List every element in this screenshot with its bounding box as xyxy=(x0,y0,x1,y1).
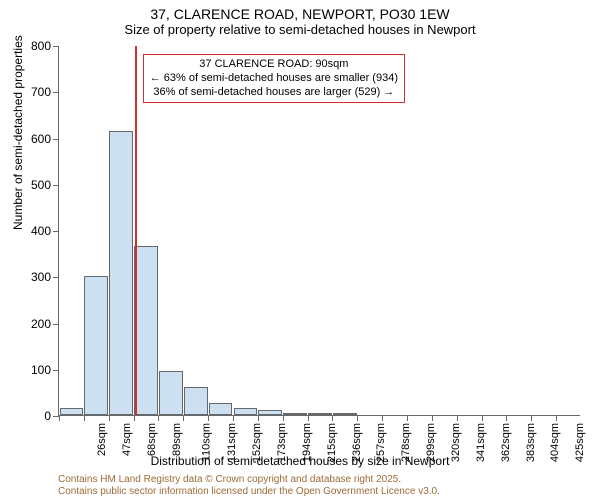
x-tick xyxy=(457,415,458,421)
x-tick xyxy=(208,415,209,421)
x-tick xyxy=(531,415,532,421)
x-tick xyxy=(407,415,408,421)
annotation-line: ← 63% of semi-detached houses are smalle… xyxy=(150,72,398,86)
bar xyxy=(134,246,158,415)
x-tick xyxy=(158,415,159,421)
plot-inner: 010020030040050060070080026sqm47sqm68sqm… xyxy=(58,46,580,416)
y-tick xyxy=(53,139,59,140)
y-tick xyxy=(53,231,59,232)
bar xyxy=(109,131,133,415)
x-tick xyxy=(556,415,557,421)
chart-subtitle: Size of property relative to semi-detach… xyxy=(0,22,600,41)
x-tick xyxy=(233,415,234,421)
property-marker-line xyxy=(135,46,137,415)
bar xyxy=(209,403,233,415)
y-tick-label: 400 xyxy=(31,224,51,238)
bar xyxy=(234,408,258,415)
y-tick-label: 100 xyxy=(31,363,51,377)
annotation-line: 36% of semi-detached houses are larger (… xyxy=(150,86,398,100)
x-tick xyxy=(357,415,358,421)
chart-title: 37, CLARENCE ROAD, NEWPORT, PO30 1EW xyxy=(0,0,600,22)
annotation-line: 37 CLARENCE ROAD: 90sqm xyxy=(150,58,398,72)
bar xyxy=(283,413,307,415)
x-tick xyxy=(382,415,383,421)
y-tick xyxy=(53,46,59,47)
chart-container: 37, CLARENCE ROAD, NEWPORT, PO30 1EW Siz… xyxy=(0,0,600,500)
y-tick-label: 500 xyxy=(31,178,51,192)
y-axis-title: Number of semi-detached properties xyxy=(11,35,25,230)
y-tick-label: 800 xyxy=(31,39,51,53)
bar xyxy=(159,371,183,415)
bar xyxy=(84,276,108,415)
annotation-box: 37 CLARENCE ROAD: 90sqm← 63% of semi-det… xyxy=(143,54,405,103)
y-tick-label: 300 xyxy=(31,270,51,284)
x-tick xyxy=(308,415,309,421)
footer-line-2: Contains public sector information licen… xyxy=(58,486,440,498)
y-tick xyxy=(53,370,59,371)
x-tick xyxy=(432,415,433,421)
x-tick-label: 47sqm xyxy=(121,423,133,456)
x-tick xyxy=(59,415,60,421)
x-tick xyxy=(84,415,85,421)
x-tick xyxy=(283,415,284,421)
x-tick xyxy=(183,415,184,421)
bar xyxy=(333,413,357,415)
bar xyxy=(184,387,208,415)
x-tick xyxy=(332,415,333,421)
chart-footer: Contains HM Land Registry data © Crown c… xyxy=(58,474,440,498)
y-tick xyxy=(53,185,59,186)
x-tick-label: 89sqm xyxy=(171,423,183,456)
y-tick xyxy=(53,324,59,325)
x-tick xyxy=(109,415,110,421)
y-tick-label: 700 xyxy=(31,85,51,99)
x-tick xyxy=(506,415,507,421)
bar xyxy=(60,408,84,415)
plot-area: 010020030040050060070080026sqm47sqm68sqm… xyxy=(58,46,580,416)
x-tick xyxy=(258,415,259,421)
bar xyxy=(258,410,282,415)
y-tick xyxy=(53,277,59,278)
x-axis-title: Distribution of semi-detached houses by … xyxy=(0,454,600,468)
x-tick-label: 68sqm xyxy=(146,423,158,456)
y-tick-label: 600 xyxy=(31,132,51,146)
bar xyxy=(308,413,332,415)
x-tick-label: 26sqm xyxy=(96,423,108,456)
y-tick xyxy=(53,92,59,93)
y-tick-label: 0 xyxy=(44,409,51,423)
x-tick xyxy=(482,415,483,421)
footer-line-1: Contains HM Land Registry data © Crown c… xyxy=(58,474,440,486)
y-tick-label: 200 xyxy=(31,317,51,331)
x-tick xyxy=(134,415,135,421)
